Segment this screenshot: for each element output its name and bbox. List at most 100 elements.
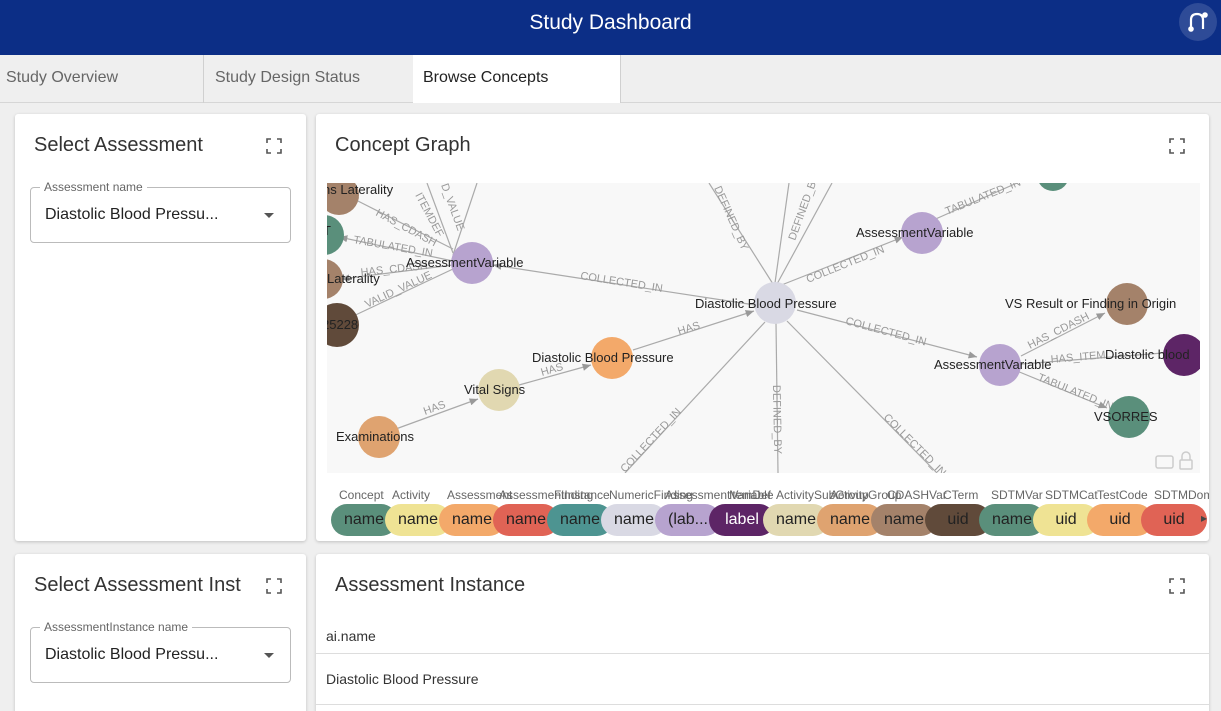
graph-edge <box>349 196 454 250</box>
legend-type: ItemDef <box>729 488 772 502</box>
card-title: Assessment Instance <box>335 574 526 596</box>
tab-study-overview[interactable]: Study Overview <box>0 55 203 103</box>
graph-edge <box>624 321 766 473</box>
fit-to-screen-icon[interactable] <box>1155 455 1174 469</box>
neo4j-logo-icon[interactable] <box>1179 3 1217 41</box>
caret-down-icon <box>264 213 274 218</box>
graph-node[interactable] <box>327 183 359 215</box>
edge-label: HAS <box>540 361 565 379</box>
edge-label: DEFINED_BY <box>711 184 750 253</box>
graph-node-labels: ns Laterality T Laterality 25228 Assessm… <box>327 183 1190 444</box>
legend-type: Concept <box>339 488 384 502</box>
assessment-instance-card: Assessment Instance ai.name Diastolic Bl… <box>316 554 1209 711</box>
legend-type: ActivityGroup <box>830 488 902 502</box>
graph-node[interactable] <box>358 416 400 458</box>
graph-node[interactable] <box>754 282 796 324</box>
legend-pill[interactable]: name <box>601 504 667 536</box>
tab-divider <box>620 55 621 103</box>
fullscreen-icon[interactable] <box>266 138 282 154</box>
tab-study-design-status[interactable]: Study Design Status <box>209 55 412 103</box>
legend-pill[interactable]: uid <box>1033 504 1099 536</box>
graph-node[interactable] <box>327 215 344 255</box>
graph-edge <box>776 183 833 285</box>
table-row[interactable]: Diastolic Blood Pressure <box>316 655 1209 705</box>
graph-node[interactable] <box>1037 183 1069 191</box>
table-cell: Diastolic Blood Pressure <box>326 671 479 687</box>
node-label: AssessmentVariable <box>406 255 524 270</box>
column-header[interactable]: ai.name <box>326 628 376 644</box>
edge-label: TABULATED_IN <box>1036 372 1115 413</box>
fullscreen-icon[interactable] <box>1169 578 1185 594</box>
legend-pill[interactable]: uid <box>1087 504 1153 536</box>
legend-type: SDTMCat <box>1045 488 1098 502</box>
edge-label: HAS <box>676 320 701 338</box>
graph-node[interactable] <box>327 259 343 299</box>
edge-label: COLLECTED_IN <box>881 412 948 473</box>
graph-edge <box>775 322 779 473</box>
legend-pill[interactable]: uid <box>1141 504 1207 536</box>
legend-type: Finding <box>554 488 594 502</box>
node-label: Diastolic Blood Pressure <box>532 350 674 365</box>
tab-bar: Study Overview Study Design Status Brows… <box>0 55 1221 103</box>
graph-node[interactable] <box>901 212 943 254</box>
graph-node[interactable] <box>1163 334 1200 376</box>
graph-node[interactable] <box>979 344 1021 386</box>
node-label: AssessmentVariable <box>856 225 974 240</box>
node-label: ns Laterality <box>327 183 394 197</box>
graph-node[interactable] <box>327 303 359 347</box>
tab-label: Study Design Status <box>215 69 360 86</box>
card-title: Select Assessment <box>34 134 203 156</box>
concept-graph-canvas[interactable]: HAS_CDASH ITEMDEF D_VALUE TABULATED_IN H… <box>327 183 1200 473</box>
graph-edge <box>392 398 479 431</box>
graph-edge <box>774 183 790 284</box>
edge-label: HAS_CDASH <box>1026 310 1091 351</box>
graph-node[interactable] <box>1106 283 1148 325</box>
select-label: Assessment name <box>40 180 147 194</box>
legend-pill[interactable]: name <box>385 504 451 536</box>
legend-type: SDTMVar <box>991 488 1043 502</box>
select-label: AssessmentInstance name <box>40 620 193 634</box>
legend-type: AssessmentVariable <box>665 488 774 502</box>
tab-label: Browse Concepts <box>423 69 549 86</box>
legend-type: Assessment <box>447 488 513 502</box>
card-title: Select Assessment Inst <box>34 574 241 596</box>
legend-scroll-right-icon[interactable]: ▸ <box>1201 511 1208 525</box>
graph-edge <box>921 183 1018 226</box>
assessment-select[interactable]: Assessment name Diastolic Blood Pressu..… <box>30 180 291 243</box>
legend-type: TestCode <box>1097 488 1148 502</box>
graph-legend: Concept name Activity name Assessment na… <box>331 484 1209 540</box>
legend-type: CDASHVar <box>887 488 947 502</box>
assessment-instance-select[interactable]: AssessmentInstance name Diastolic Blood … <box>30 620 291 683</box>
edge-label: COLLECTED_IN <box>580 270 664 295</box>
graph-node[interactable] <box>478 369 520 411</box>
node-label: Diastolic blood <box>1105 347 1190 362</box>
node-label: 25228 <box>327 317 358 332</box>
node-label: T <box>327 223 331 238</box>
node-label: Diastolic Blood Pressure <box>695 296 837 311</box>
graph-node[interactable] <box>591 337 633 379</box>
graph-edge <box>778 236 904 287</box>
node-label: Laterality <box>327 271 380 286</box>
legend-type: CTerm <box>943 488 979 502</box>
graph-node[interactable] <box>451 242 493 284</box>
fullscreen-icon[interactable] <box>1169 138 1185 154</box>
edge-label: TABULATED_IN <box>944 183 1023 218</box>
lock-icon[interactable] <box>1179 451 1193 470</box>
app-title: Study Dashboard <box>529 11 692 34</box>
tab-label: Study Overview <box>6 69 119 86</box>
fullscreen-icon[interactable] <box>266 578 282 594</box>
node-label: VSORRES <box>1094 409 1158 424</box>
graph-nodes <box>327 183 1200 458</box>
node-label: Vital Signs <box>464 382 526 397</box>
card-title: Concept Graph <box>335 134 471 156</box>
graph-edge <box>796 309 978 359</box>
table-header: ai.name <box>316 614 1209 654</box>
tab-divider <box>203 55 204 103</box>
graph-edge <box>346 268 454 320</box>
graph-edge <box>452 183 478 256</box>
tab-browse-concepts[interactable]: Browse Concepts <box>413 55 620 103</box>
graph-edge <box>338 235 454 262</box>
graph-node[interactable] <box>1108 396 1150 438</box>
graph-edge <box>426 183 454 254</box>
edge-label: COLLECTED_IN <box>805 243 887 285</box>
